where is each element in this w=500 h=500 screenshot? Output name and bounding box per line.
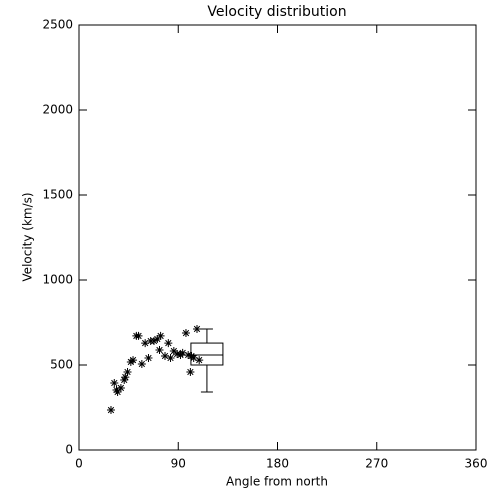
x-tick-label: 270 xyxy=(365,457,388,471)
scatter-point xyxy=(195,356,204,365)
y-tick-label: 500 xyxy=(50,358,73,372)
y-tick-label: 2000 xyxy=(42,103,73,117)
scatter-point xyxy=(113,388,122,397)
scatter-point xyxy=(112,385,121,394)
scatter-point xyxy=(155,346,164,355)
scatter-point xyxy=(106,406,115,415)
x-tick-label: 90 xyxy=(171,457,186,471)
scatter-point xyxy=(129,356,138,365)
scatter-point xyxy=(149,337,158,346)
x-tick-label: 0 xyxy=(75,457,83,471)
scatter-point xyxy=(137,359,146,368)
x-tick-label: 360 xyxy=(465,457,488,471)
scatter-point xyxy=(156,331,165,340)
scatter-point xyxy=(153,334,162,343)
y-tick-label: 1000 xyxy=(42,273,73,287)
scatter-point xyxy=(116,383,125,392)
scatter-point xyxy=(189,354,198,363)
scatter-point xyxy=(184,350,193,359)
scatter-point xyxy=(173,349,182,358)
scatter-point xyxy=(120,375,129,384)
box-upper-whisker xyxy=(200,328,213,344)
scatter-point xyxy=(110,379,119,388)
scatter-point xyxy=(178,348,187,357)
x-axis-label: Angle from north xyxy=(226,475,328,489)
scatter-point xyxy=(181,329,190,338)
scatter-point xyxy=(169,347,178,356)
chart-title: Velocity distribution xyxy=(207,4,346,20)
y-tick-label: 2500 xyxy=(42,18,73,32)
y-tick-label: 0 xyxy=(65,443,73,457)
scatter-point xyxy=(123,367,132,376)
scatter-point xyxy=(166,354,175,363)
scatter-point xyxy=(164,339,173,348)
plot-frame xyxy=(78,24,477,451)
scatter-point xyxy=(161,351,170,360)
y-tick-label: 1500 xyxy=(42,188,73,202)
y-axis-label: Velocity (km/s) xyxy=(21,192,35,281)
scatter-point xyxy=(186,367,195,376)
scatter-point xyxy=(144,354,153,363)
box-lower-whisker xyxy=(200,365,213,393)
scatter-point xyxy=(141,339,150,348)
x-tick-label: 180 xyxy=(266,457,289,471)
scatter-point xyxy=(134,331,143,340)
box-body xyxy=(190,342,224,366)
scatter-point xyxy=(121,373,130,382)
scatter-point xyxy=(192,324,201,333)
